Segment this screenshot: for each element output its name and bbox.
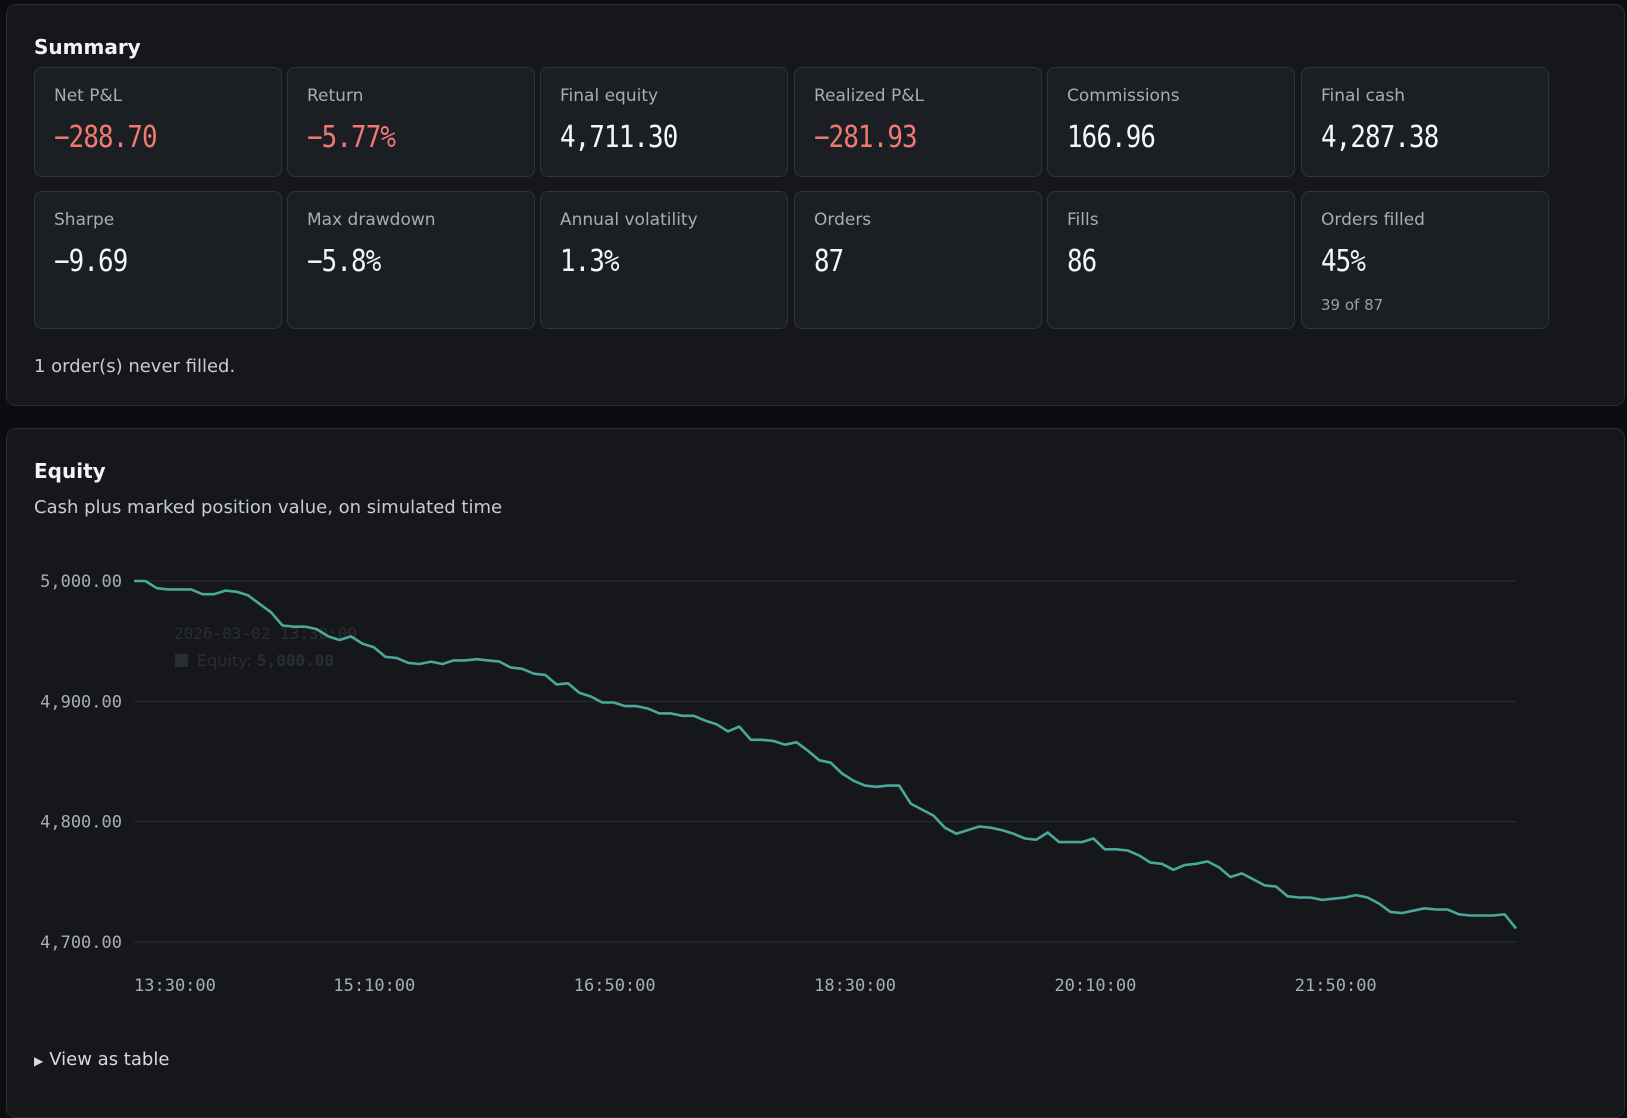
metric-card: Final cash 4,287.38 bbox=[1301, 67, 1549, 177]
y-tick-label: 5,000.00 bbox=[40, 572, 122, 592]
tooltip-swatch bbox=[175, 654, 188, 667]
metric-label: Final cash bbox=[1321, 86, 1405, 106]
tooltip-value: 5,000.00 bbox=[257, 651, 334, 670]
summary-title: Summary bbox=[34, 35, 141, 59]
metric-value: −5.8% bbox=[307, 244, 381, 279]
disclosure-triangle-icon: ▶ bbox=[34, 1054, 44, 1068]
x-tick-label: 16:50:00 bbox=[574, 976, 656, 996]
metric-card: Realized P&L −281.93 bbox=[794, 67, 1042, 177]
equity-panel: Equity Cash plus marked position value, … bbox=[6, 428, 1625, 1118]
metric-label: Annual volatility bbox=[560, 210, 698, 230]
metric-value: −281.93 bbox=[814, 120, 918, 155]
metric-card: Net P&L −288.70 bbox=[34, 67, 282, 177]
metric-card: Fills 86 bbox=[1047, 191, 1295, 329]
metric-value: 87 bbox=[814, 244, 844, 279]
metric-label: Fills bbox=[1067, 210, 1099, 230]
metric-label: Max drawdown bbox=[307, 210, 436, 230]
equity-series-line[interactable] bbox=[134, 579, 1518, 930]
metric-card: Annual volatility 1.3% bbox=[540, 191, 788, 329]
metric-label: Commissions bbox=[1067, 86, 1180, 106]
metric-label: Final equity bbox=[560, 86, 659, 106]
metric-card: Orders filled 45% 39 of 87 bbox=[1301, 191, 1549, 329]
summary-panel: Summary Net P&L −288.70 Return −5.77% Final … bbox=[6, 4, 1625, 406]
metric-value: 4,711.30 bbox=[560, 120, 678, 155]
x-tick-label: 21:50:00 bbox=[1295, 976, 1377, 996]
x-tick-label: 13:30:00 bbox=[134, 976, 216, 996]
equity-subtitle: Cash plus marked position value, on simu… bbox=[34, 497, 503, 518]
metric-card: Return −5.77% bbox=[287, 67, 535, 177]
metric-label: Sharpe bbox=[54, 210, 115, 230]
metric-value: 45% bbox=[1321, 244, 1366, 279]
unfilled-note: 1 order(s) never filled. bbox=[34, 356, 236, 377]
equity-chart[interactable]: 5,000.00 4,900.00 4,800.00 4,700.00 13:30:00… bbox=[7, 429, 1624, 1089]
metric-value: 166.96 bbox=[1067, 120, 1156, 155]
metric-value: 4,287.38 bbox=[1321, 120, 1439, 155]
metric-value: −5.77% bbox=[307, 120, 396, 155]
y-tick-label: 4,900.00 bbox=[40, 692, 122, 712]
metric-value: 1.3% bbox=[560, 244, 620, 279]
view-as-table-toggle[interactable]: ▶ View as table bbox=[34, 1049, 169, 1070]
metric-value: 86 bbox=[1067, 244, 1097, 279]
metric-card: Final equity 4,711.30 bbox=[540, 67, 788, 177]
y-tick-label: 4,700.00 bbox=[40, 933, 122, 953]
metric-label: Net P&L bbox=[54, 86, 123, 106]
metric-label: Orders bbox=[814, 210, 872, 230]
metric-card: Commissions 166.96 bbox=[1047, 67, 1295, 177]
metric-label: Return bbox=[307, 86, 364, 106]
x-tick-label: 20:10:00 bbox=[1054, 976, 1136, 996]
metric-subtext: 39 of 87 bbox=[1321, 296, 1384, 314]
metric-value: −288.70 bbox=[54, 120, 158, 155]
metric-value: −9.69 bbox=[54, 244, 128, 279]
x-tick-label: 18:30:00 bbox=[814, 976, 896, 996]
y-tick-label: 4,800.00 bbox=[40, 813, 122, 833]
view-as-table-label: View as table bbox=[49, 1049, 170, 1070]
tooltip-series: Equity: bbox=[197, 651, 252, 670]
metric-label: Realized P&L bbox=[814, 86, 924, 106]
metric-card: Max drawdown −5.8% bbox=[287, 191, 535, 329]
tooltip-time: 2026-03-02 13:30:00 bbox=[174, 624, 357, 643]
metric-label: Orders filled bbox=[1321, 210, 1425, 230]
metric-card: Orders 87 bbox=[794, 191, 1042, 329]
x-tick-label: 15:10:00 bbox=[333, 976, 415, 996]
metric-card: Sharpe −9.69 bbox=[34, 191, 282, 329]
equity-title: Equity bbox=[34, 459, 106, 483]
